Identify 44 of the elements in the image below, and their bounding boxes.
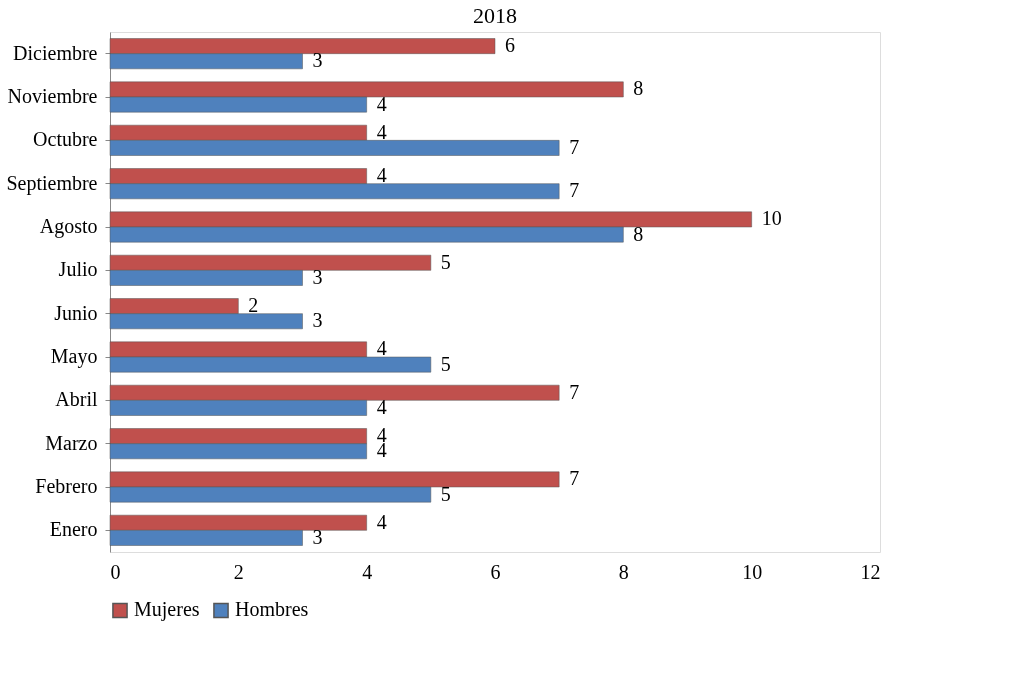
y-tick-label: Octubre: [33, 128, 98, 151]
data-label: 2: [248, 294, 259, 317]
data-label: 3: [312, 525, 323, 548]
x-tick-label: 4: [362, 560, 373, 583]
y-tick-label: Diciembre: [13, 41, 98, 64]
legend-label: Hombres: [235, 598, 309, 621]
data-label: 4: [376, 164, 387, 187]
y-tick-label: Febrero: [35, 475, 98, 497]
y-tick-label: Abril: [55, 388, 98, 411]
data-label: 5: [440, 482, 451, 505]
data-label: 4: [376, 510, 387, 533]
x-tick-label: 0: [110, 560, 121, 583]
y-tick-label: Noviembre: [7, 85, 98, 107]
y-tick-label: Septiembre: [6, 171, 98, 195]
data-label: 7: [569, 380, 580, 403]
data-label: 4: [376, 92, 387, 115]
data-label: 8: [633, 77, 644, 100]
data-label: 4: [376, 395, 387, 418]
x-tick-label: 8: [618, 560, 629, 583]
y-tick-label: Junio: [54, 301, 98, 324]
data-label: 3: [312, 309, 323, 332]
data-label: 8: [633, 222, 644, 245]
y-tick-label: Enero: [49, 518, 98, 541]
data-label: 4: [376, 337, 387, 360]
y-tick-label: Marzo: [45, 431, 98, 454]
data-label: 5: [440, 250, 451, 273]
x-tick-label: 12: [860, 560, 881, 583]
data-label: 7: [569, 135, 580, 158]
data-label: 4: [376, 120, 387, 143]
x-tick-label: 2: [233, 560, 244, 583]
data-label: 3: [312, 49, 323, 72]
x-tick-label: 10: [742, 560, 763, 583]
data-label: 3: [312, 265, 323, 288]
y-tick-label: Julio: [58, 258, 98, 281]
data-label: 7: [569, 467, 580, 490]
chart-title: 2018: [473, 3, 517, 28]
x-tick-label: 6: [490, 560, 501, 583]
data-label: 10: [761, 207, 782, 230]
y-tick-label: Mayo: [50, 345, 98, 368]
legend-label: Mujeres: [134, 598, 200, 622]
data-label: 5: [440, 352, 451, 375]
data-label: 7: [569, 179, 580, 202]
data-label: 6: [505, 34, 515, 57]
y-tick-label: Agosto: [39, 215, 98, 238]
